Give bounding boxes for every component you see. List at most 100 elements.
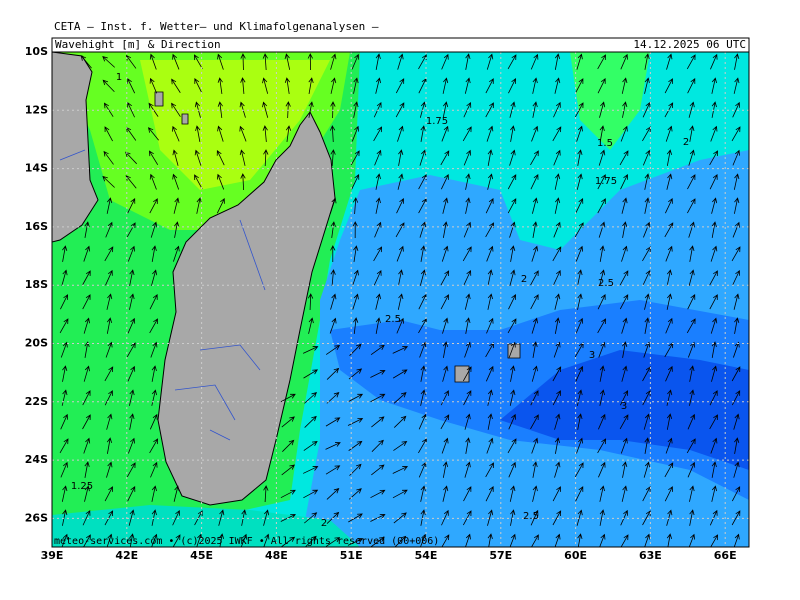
arrow <box>263 485 269 503</box>
arrow <box>733 461 740 478</box>
arrow <box>329 197 337 214</box>
arrow <box>351 173 360 190</box>
arrow <box>60 341 68 358</box>
arrow <box>375 293 382 310</box>
arrow <box>303 466 319 474</box>
arrow <box>239 149 246 166</box>
arrow <box>710 53 718 70</box>
lon-label: 54E <box>415 549 438 562</box>
arrow <box>731 390 741 406</box>
arrow <box>194 174 203 190</box>
arrow <box>599 389 605 406</box>
arrow <box>59 438 69 454</box>
arrow <box>149 198 158 214</box>
arrow <box>644 77 650 94</box>
arrow <box>554 293 561 310</box>
arrow <box>530 509 539 526</box>
arrow <box>666 269 673 286</box>
arrow <box>644 173 650 190</box>
arrow <box>127 317 136 334</box>
arrow <box>394 535 407 547</box>
arrow <box>325 344 341 355</box>
arrow <box>393 415 407 428</box>
arrow <box>621 245 628 262</box>
contour-label: 3 <box>589 350 595 361</box>
arrow <box>554 461 561 478</box>
arrow <box>420 245 426 262</box>
arrow <box>395 78 405 94</box>
arrow <box>486 53 494 70</box>
arrow <box>687 198 696 214</box>
arrow <box>330 293 337 310</box>
arrow <box>464 77 471 94</box>
arrow <box>554 317 561 334</box>
arrow <box>240 77 246 95</box>
arrow <box>82 390 91 406</box>
arrow <box>171 78 181 93</box>
arrow <box>172 125 180 142</box>
arrow <box>552 366 562 382</box>
arrow <box>643 341 651 358</box>
arrow <box>395 222 405 238</box>
arrow <box>82 294 91 310</box>
arrow <box>150 341 158 358</box>
arrow <box>127 486 136 502</box>
arrow <box>532 341 538 358</box>
arrow <box>597 78 606 94</box>
arrow <box>129 293 135 310</box>
arrow <box>485 462 494 478</box>
arrow <box>487 413 493 430</box>
lat-label: 16S <box>25 220 48 233</box>
arrow <box>102 79 115 93</box>
arrow <box>665 125 673 142</box>
arrow <box>262 101 269 118</box>
arrow <box>218 509 225 526</box>
arrow <box>709 150 718 166</box>
arrow <box>196 197 202 214</box>
arrow <box>487 389 494 406</box>
arrow <box>485 197 494 214</box>
arrow <box>554 413 561 430</box>
arrow <box>262 77 269 94</box>
arrow <box>530 150 539 166</box>
arrow <box>398 149 404 166</box>
arrow <box>125 151 138 165</box>
arrow <box>486 437 494 454</box>
arrow <box>532 101 538 118</box>
arrow <box>396 245 404 262</box>
arrow <box>485 222 495 238</box>
arrow <box>397 53 404 70</box>
arrow <box>710 317 718 334</box>
arrow <box>687 174 696 190</box>
arrow <box>531 245 539 262</box>
arrow <box>330 149 336 167</box>
arrow <box>106 413 113 430</box>
arrow <box>419 149 427 166</box>
arrow <box>665 197 673 214</box>
arrow <box>104 126 113 142</box>
arrow <box>709 174 718 190</box>
arrow <box>530 390 539 406</box>
arrow <box>216 198 225 214</box>
arrow <box>554 173 561 190</box>
arrow <box>577 149 583 166</box>
arrow <box>686 438 696 454</box>
arrow <box>462 246 472 262</box>
map-frame <box>51 51 750 548</box>
arrow <box>597 54 606 70</box>
arrow <box>532 77 538 94</box>
arrow <box>598 221 606 238</box>
arrow <box>308 101 314 118</box>
arrow <box>465 437 471 454</box>
arrow <box>689 125 695 142</box>
arrow <box>552 126 562 142</box>
arrow <box>619 150 629 166</box>
arrow <box>106 317 113 334</box>
arrow <box>642 390 651 406</box>
arrow <box>84 461 90 478</box>
arrow <box>281 464 295 476</box>
arrow <box>392 346 409 354</box>
contour-label: 2 <box>683 137 689 148</box>
arrow <box>353 245 359 262</box>
arrow <box>393 512 407 524</box>
